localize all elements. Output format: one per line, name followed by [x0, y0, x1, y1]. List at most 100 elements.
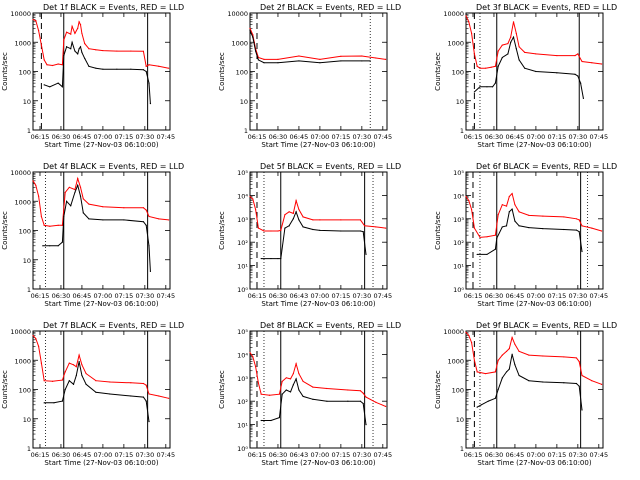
data-point-events: [130, 395, 132, 397]
y-tick-label: 10⁰: [453, 286, 464, 294]
data-point-lld: [601, 63, 603, 65]
data-point-lld: [361, 55, 363, 57]
data-point-events: [542, 228, 544, 230]
x-tick-label: 07:15: [332, 451, 351, 459]
data-point-events: [116, 68, 118, 70]
data-point-events: [88, 218, 90, 220]
y-tick-label: 10: [23, 98, 31, 106]
data-point-events: [347, 400, 349, 402]
data-point-events: [582, 97, 585, 100]
x-tick-label: 07:15: [115, 133, 134, 141]
x-tick-label: 06:15: [31, 451, 50, 459]
data-point-lld: [298, 208, 300, 211]
data-point-lld: [82, 198, 84, 200]
x-tick-label: 07:15: [115, 451, 134, 459]
data-point-lld: [43, 224, 45, 226]
data-point-lld: [319, 58, 321, 60]
y-tick-label: 10⁵: [237, 328, 248, 336]
y-tick-label: 100: [452, 69, 464, 77]
data-point-events: [71, 41, 73, 43]
data-point-events: [302, 226, 304, 228]
y-tick-label: 10⁵: [453, 169, 464, 177]
data-point-lld: [312, 219, 314, 221]
y-tick-label: 10: [23, 257, 31, 265]
y-tick-label: 10: [23, 416, 31, 424]
data-point-lld: [63, 39, 65, 41]
data-point-lld: [252, 356, 254, 358]
data-point-lld: [70, 33, 72, 35]
x-tick-label: 07:15: [548, 451, 567, 459]
data-point-events: [528, 227, 530, 229]
x-tick-label: 07:00: [311, 292, 330, 300]
series-events: [477, 208, 583, 255]
data-point-lld: [476, 65, 478, 67]
data-point-lld: [142, 207, 145, 209]
data-point-events: [260, 419, 262, 422]
data-point-lld: [81, 364, 83, 366]
series-lld: [249, 28, 386, 60]
data-point-lld: [130, 382, 132, 384]
data-point-events: [249, 30, 251, 32]
data-point-lld: [364, 225, 366, 227]
data-point-lld: [575, 218, 578, 220]
series-lld: [465, 192, 602, 238]
data-point-events: [369, 60, 371, 62]
data-point-lld: [254, 366, 257, 368]
data-point-events: [497, 388, 499, 391]
x-tick-label: 07:30: [352, 451, 371, 459]
data-point-lld: [479, 236, 481, 239]
x-tick-label: 06:30: [485, 451, 504, 459]
x-tick-label: 07:45: [373, 292, 392, 300]
data-point-events: [72, 383, 75, 385]
data-point-lld: [470, 32, 473, 35]
data-point-lld: [43, 380, 45, 382]
data-point-lld: [142, 382, 145, 385]
data-point-lld: [78, 354, 80, 356]
x-tick-label: 07:30: [568, 133, 587, 141]
data-point-lld: [319, 219, 321, 221]
x-axis-label: Start Time (27-Nov-03 06:10:00): [44, 459, 158, 467]
data-point-events: [57, 245, 59, 247]
x-axis-label: Start Time (27-Nov-03 06:10:00): [477, 141, 591, 149]
data-point-lld: [281, 380, 283, 383]
data-point-lld: [95, 380, 97, 382]
data-point-lld: [470, 342, 473, 344]
y-tick-label: 100: [19, 387, 31, 395]
data-point-events: [501, 377, 503, 379]
y-axis-label: Counts/sec: [1, 370, 9, 409]
data-point-lld: [385, 405, 387, 407]
data-point-lld: [465, 331, 467, 333]
data-point-events: [78, 48, 80, 50]
data-point-lld: [284, 214, 286, 216]
data-point-events: [145, 224, 147, 226]
data-point-lld: [578, 360, 580, 363]
x-tick-label: 06:30: [52, 292, 71, 300]
data-point-lld: [148, 215, 150, 218]
data-point-lld: [468, 199, 470, 202]
data-point-lld: [35, 337, 37, 340]
data-point-events: [142, 69, 145, 71]
data-point-lld: [473, 227, 475, 229]
data-point-events: [142, 396, 145, 398]
x-tick-label: 07:30: [568, 292, 587, 300]
data-point-events: [312, 228, 314, 231]
data-point-events: [491, 86, 494, 88]
data-point-lld: [158, 65, 160, 67]
data-point-lld: [298, 373, 300, 375]
x-tick-label: 07:30: [568, 451, 587, 459]
data-point-lld: [37, 30, 40, 32]
data-point-lld: [486, 236, 488, 238]
panel-title: Det 3f BLACK = Events, RED = LLD: [476, 3, 617, 12]
y-axis-label: Counts/sec: [218, 370, 226, 409]
y-tick-label: 1000: [14, 198, 31, 206]
data-point-lld: [473, 359, 475, 361]
data-point-events: [280, 257, 282, 260]
data-point-lld: [508, 195, 510, 198]
plot-frame: [32, 330, 171, 449]
data-point-events: [511, 208, 513, 210]
data-point-lld: [505, 350, 508, 353]
y-tick-label: 10⁴: [453, 192, 464, 200]
data-point-events: [298, 60, 300, 62]
data-point-lld: [43, 59, 45, 61]
x-tick-label: 06:15: [248, 292, 267, 300]
